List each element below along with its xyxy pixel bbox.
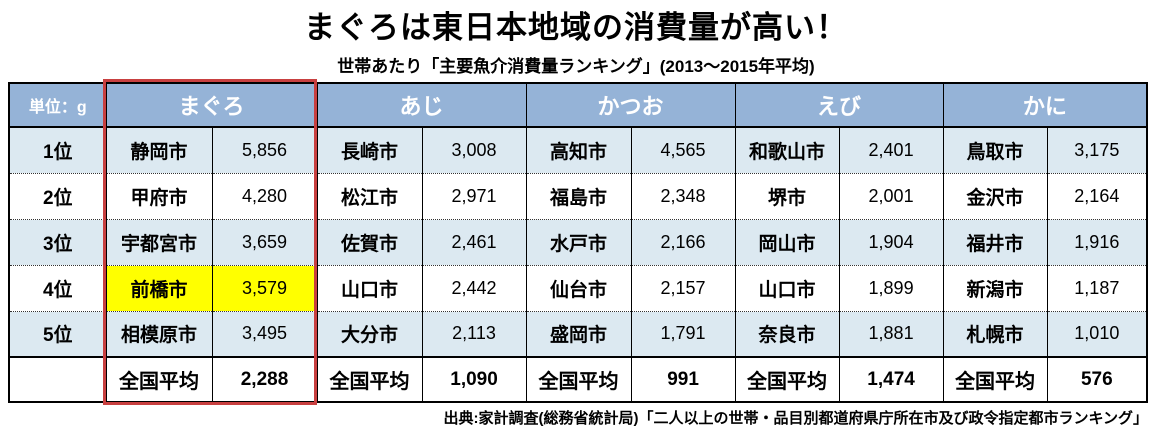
city-cell: 福井市 bbox=[942, 218, 1048, 265]
city-cell: 高知市 bbox=[525, 127, 632, 173]
value-cell: 2,113 bbox=[421, 310, 527, 357]
city-cell: 鳥取市 bbox=[942, 127, 1048, 173]
fish-header-maguro: まぐろ bbox=[105, 83, 318, 128]
rank-cell: 1位 bbox=[8, 127, 107, 173]
value-cell: 1,916 bbox=[1046, 218, 1148, 265]
unit-label: 単位：g bbox=[8, 83, 107, 128]
city-cell: 相模原市 bbox=[105, 310, 213, 357]
value-cell: 2,164 bbox=[1046, 172, 1148, 219]
source-note: 出典:家計調査(総務省統計局)「二人以上の世帯・品目別都道府県庁所在市及び政令指… bbox=[443, 410, 1148, 427]
city-cell: 金沢市 bbox=[942, 172, 1048, 219]
value-cell: 2,157 bbox=[630, 264, 736, 311]
average-value-cell: 576 bbox=[1046, 356, 1148, 402]
city-cell: 札幌市 bbox=[942, 310, 1048, 357]
value-cell: 3,495 bbox=[211, 310, 318, 357]
value-cell: 1,187 bbox=[1046, 264, 1148, 311]
value-cell: 2,001 bbox=[838, 172, 944, 219]
city-cell: 静岡市 bbox=[105, 127, 213, 173]
fish-header-katsuo: かつお bbox=[525, 83, 736, 128]
city-cell: 長崎市 bbox=[316, 127, 423, 173]
city-cell: 甲府市 bbox=[105, 172, 213, 219]
value-cell: 2,166 bbox=[630, 218, 736, 265]
city-cell: 宇都宮市 bbox=[105, 218, 213, 265]
city-cell: 仙台市 bbox=[525, 264, 632, 311]
average-label-cell: 全国平均 bbox=[734, 356, 840, 402]
average-label-cell: 全国平均 bbox=[105, 356, 213, 402]
value-cell: 1,010 bbox=[1046, 310, 1148, 357]
value-cell: 2,442 bbox=[421, 264, 527, 311]
average-label-cell: 全国平均 bbox=[942, 356, 1048, 402]
rank-cell: 2位 bbox=[8, 172, 107, 219]
table-row: 1位 静岡市 5,856 長崎市 3,008 高知市 4,565 和歌山市 2,… bbox=[8, 127, 1148, 173]
city-cell: 山口市 bbox=[316, 264, 423, 311]
value-cell: 3,659 bbox=[211, 218, 318, 265]
value-cell: 3,175 bbox=[1046, 127, 1148, 173]
average-value-cell: 1,090 bbox=[421, 356, 527, 402]
table-row: 2位 甲府市 4,280 松江市 2,971 福島市 2,348 堺市 2,00… bbox=[8, 172, 1148, 219]
value-cell: 2,348 bbox=[630, 172, 736, 219]
city-cell: 岡山市 bbox=[734, 218, 840, 265]
city-cell: 奈良市 bbox=[734, 310, 840, 357]
table-row: 3位 宇都宮市 3,659 佐賀市 2,461 水戸市 2,166 岡山市 1,… bbox=[8, 218, 1148, 265]
average-value-cell: 991 bbox=[630, 356, 736, 402]
fish-header-kani: かに bbox=[942, 83, 1148, 128]
city-cell: 大分市 bbox=[316, 310, 423, 357]
city-cell: 水戸市 bbox=[525, 218, 632, 265]
table-row: 4位 前橋市 3,579 山口市 2,442 仙台市 2,157 山口市 1,8… bbox=[8, 264, 1148, 311]
city-cell: 佐賀市 bbox=[316, 218, 423, 265]
average-label-cell: 全国平均 bbox=[525, 356, 632, 402]
average-label-cell: 全国平均 bbox=[316, 356, 423, 402]
city-cell: 和歌山市 bbox=[734, 127, 840, 173]
value-cell: 4,565 bbox=[630, 127, 736, 173]
average-value-cell: 2,288 bbox=[211, 356, 318, 402]
city-cell: 新潟市 bbox=[942, 264, 1048, 311]
rank-cell: 3位 bbox=[8, 218, 107, 265]
city-cell: 盛岡市 bbox=[525, 310, 632, 357]
value-cell: 2,401 bbox=[838, 127, 944, 173]
national-average-row: 全国平均 2,288 全国平均 1,090 全国平均 991 全国平均 1,47… bbox=[8, 356, 1148, 402]
value-cell: 1,904 bbox=[838, 218, 944, 265]
page-subtitle: 世帯あたり「主要魚介消費量ランキング」(2013～2015年平均) bbox=[337, 57, 815, 76]
city-cell: 福島市 bbox=[525, 172, 632, 219]
rank-cell: 5位 bbox=[8, 310, 107, 357]
rank-cell: 4位 bbox=[8, 264, 107, 311]
rank-cell-empty bbox=[8, 356, 107, 402]
value-cell: 4,280 bbox=[211, 172, 318, 219]
page-title: まぐろは東日本地域の消費量が高い！ bbox=[304, 10, 848, 45]
highlighted-city-cell: 前橋市 bbox=[105, 264, 213, 311]
fish-header-ebi: えび bbox=[734, 83, 944, 128]
value-cell: 2,461 bbox=[421, 218, 527, 265]
table-row: 5位 相模原市 3,495 大分市 2,113 盛岡市 1,791 奈良市 1,… bbox=[8, 310, 1148, 357]
city-cell: 山口市 bbox=[734, 264, 840, 311]
value-cell: 1,791 bbox=[630, 310, 736, 357]
value-cell: 1,881 bbox=[838, 310, 944, 357]
value-cell: 2,971 bbox=[421, 172, 527, 219]
ranking-table-wrap: 単位：g まぐろ あじ かつお えび かに 1位 静岡市 5,856 長崎市 3… bbox=[8, 82, 1149, 403]
city-cell: 松江市 bbox=[316, 172, 423, 219]
value-cell: 5,856 bbox=[211, 127, 318, 173]
value-cell: 1,899 bbox=[838, 264, 944, 311]
value-cell: 3,008 bbox=[421, 127, 527, 173]
fish-header-aji: あじ bbox=[316, 83, 527, 128]
highlighted-value-cell: 3,579 bbox=[211, 264, 318, 311]
average-value-cell: 1,474 bbox=[838, 356, 944, 402]
header-row: 単位：g まぐろ あじ かつお えび かに bbox=[8, 83, 1148, 128]
ranking-table: 単位：g まぐろ あじ かつお えび かに 1位 静岡市 5,856 長崎市 3… bbox=[8, 82, 1149, 403]
city-cell: 堺市 bbox=[734, 172, 840, 219]
